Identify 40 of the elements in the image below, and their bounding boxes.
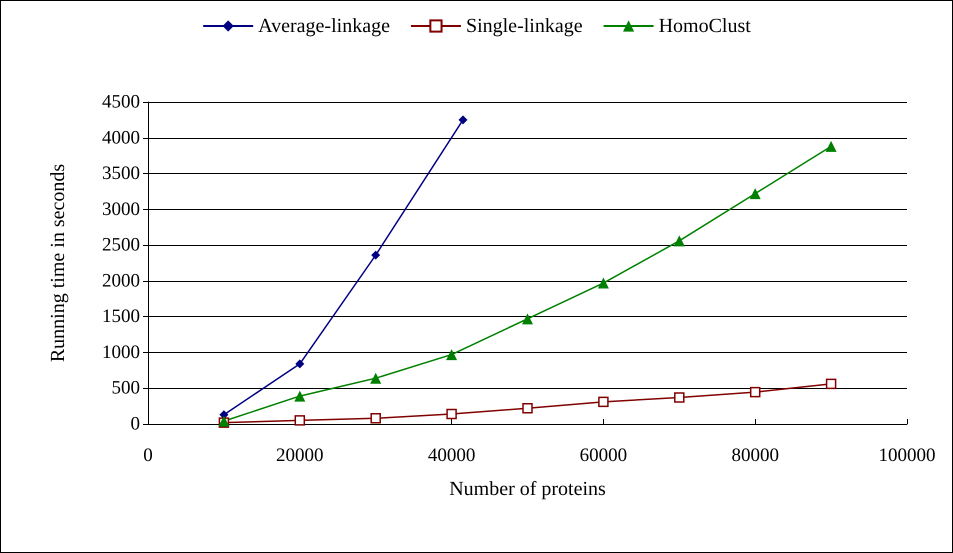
y-tick-label: 1500	[102, 306, 140, 328]
x-tick-label: 80000	[731, 445, 779, 466]
y-tick-label: 3000	[102, 198, 140, 220]
point	[750, 188, 761, 200]
point	[598, 278, 609, 289]
y-tick-label: 2500	[102, 234, 140, 256]
point	[598, 396, 609, 408]
y-tick-label: 4000	[102, 127, 140, 148]
x-tick-label: 20000	[276, 445, 324, 466]
point	[826, 378, 836, 390]
point	[458, 115, 468, 124]
y-tick-label: 1000	[102, 342, 140, 363]
point	[826, 140, 837, 152]
y-tick-label: 4500	[102, 92, 140, 112]
y-tick-label: 2000	[102, 270, 140, 292]
x-tick-label: 100000	[878, 445, 936, 466]
y-axis-title: Running time in seconds	[47, 164, 69, 362]
x-tick-label: 60000	[580, 445, 628, 466]
point	[370, 413, 381, 424]
point	[370, 372, 382, 384]
point	[750, 386, 760, 398]
point	[295, 359, 304, 368]
point	[522, 313, 533, 324]
y-tick-label: 0	[130, 414, 140, 434]
x-tick-label: 0	[143, 445, 153, 466]
point	[522, 403, 533, 414]
point	[674, 235, 685, 246]
legend-label: HomoClust	[658, 15, 752, 37]
point	[294, 390, 306, 402]
x-axis-title: Number of proteins	[449, 478, 606, 500]
point	[446, 349, 458, 360]
y-tick-label: 500	[112, 378, 140, 399]
legend-label: Average-linkage	[258, 15, 390, 37]
point	[446, 408, 457, 420]
point	[371, 250, 380, 260]
legend-label: Single-linkage	[466, 15, 583, 37]
point	[294, 415, 306, 426]
x-tick-label: 40000	[428, 445, 476, 466]
y-tick-label: 3500	[102, 163, 140, 184]
point	[674, 392, 685, 403]
